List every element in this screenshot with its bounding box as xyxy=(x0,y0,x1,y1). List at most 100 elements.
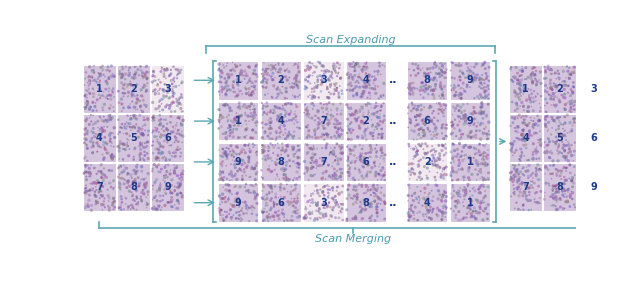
Point xyxy=(92,150,102,154)
Point xyxy=(152,199,162,203)
Point xyxy=(92,98,102,103)
Point xyxy=(157,151,168,155)
Point xyxy=(303,66,313,71)
Point xyxy=(324,153,335,157)
Point xyxy=(218,218,228,223)
Point xyxy=(95,184,106,188)
Point xyxy=(529,99,539,104)
Point xyxy=(350,215,360,219)
Point xyxy=(450,85,460,90)
Point xyxy=(329,122,339,126)
Point xyxy=(139,102,149,106)
Point xyxy=(294,148,304,153)
Point xyxy=(287,197,297,201)
Point xyxy=(380,201,390,206)
Point xyxy=(241,105,251,110)
Point xyxy=(468,209,478,213)
Point xyxy=(476,112,486,116)
Bar xyxy=(218,61,259,99)
Point xyxy=(519,90,529,95)
Point xyxy=(557,139,567,144)
Point xyxy=(265,124,275,128)
Point xyxy=(316,216,326,220)
Point xyxy=(225,68,236,73)
Point xyxy=(509,176,519,181)
Point xyxy=(351,119,362,123)
Point xyxy=(103,204,113,208)
Point xyxy=(554,190,564,195)
Point xyxy=(478,162,488,166)
Point xyxy=(260,154,270,159)
Point xyxy=(580,103,591,107)
Point xyxy=(359,64,369,69)
Point xyxy=(367,213,377,218)
Point xyxy=(427,93,437,97)
Point xyxy=(602,185,612,189)
Point xyxy=(455,185,465,190)
Point xyxy=(351,60,362,65)
Point xyxy=(379,200,389,204)
Point xyxy=(413,132,424,137)
Point xyxy=(269,203,279,207)
Point xyxy=(561,143,571,148)
Point xyxy=(278,62,288,67)
Point xyxy=(403,193,413,198)
Point xyxy=(428,206,438,211)
Point xyxy=(226,143,236,148)
Point xyxy=(454,160,465,165)
Point xyxy=(348,60,358,64)
Point xyxy=(527,70,538,75)
Point xyxy=(278,62,289,66)
Point xyxy=(300,141,310,146)
Point xyxy=(156,133,166,137)
Point xyxy=(458,204,468,208)
Point xyxy=(376,185,386,189)
Point xyxy=(515,82,525,87)
Point xyxy=(525,88,536,92)
Point xyxy=(563,158,573,163)
Point xyxy=(579,76,589,81)
Point xyxy=(81,105,91,109)
Point xyxy=(348,113,358,117)
Point xyxy=(518,203,528,208)
Point xyxy=(569,149,579,153)
Text: 4: 4 xyxy=(363,75,369,85)
Point xyxy=(448,130,458,135)
Point xyxy=(370,187,380,192)
Point xyxy=(324,90,334,95)
Point xyxy=(523,186,533,190)
Point xyxy=(404,144,414,149)
Point xyxy=(466,129,476,134)
Point xyxy=(470,111,481,115)
Point xyxy=(172,147,182,152)
Point xyxy=(318,110,328,114)
Point xyxy=(462,85,472,89)
Point xyxy=(461,119,471,123)
Point xyxy=(590,87,600,92)
Point xyxy=(294,162,305,166)
Point xyxy=(374,196,384,200)
Point xyxy=(446,120,456,125)
Point xyxy=(257,135,267,140)
Point xyxy=(591,93,601,98)
Point xyxy=(171,138,181,143)
Point xyxy=(132,67,143,72)
Point xyxy=(108,131,118,135)
Point xyxy=(481,141,492,146)
Point xyxy=(564,72,574,77)
Point xyxy=(234,210,244,214)
Point xyxy=(433,163,443,167)
Point xyxy=(429,155,439,160)
Point xyxy=(215,113,225,118)
Point xyxy=(602,101,612,105)
Point xyxy=(579,145,589,149)
Point xyxy=(244,76,255,80)
Point xyxy=(474,169,484,174)
Point xyxy=(174,132,184,136)
Point xyxy=(125,102,136,106)
Point xyxy=(465,68,475,72)
Point xyxy=(269,168,280,172)
Point xyxy=(406,109,417,113)
Point xyxy=(304,133,314,138)
Point xyxy=(86,113,96,118)
